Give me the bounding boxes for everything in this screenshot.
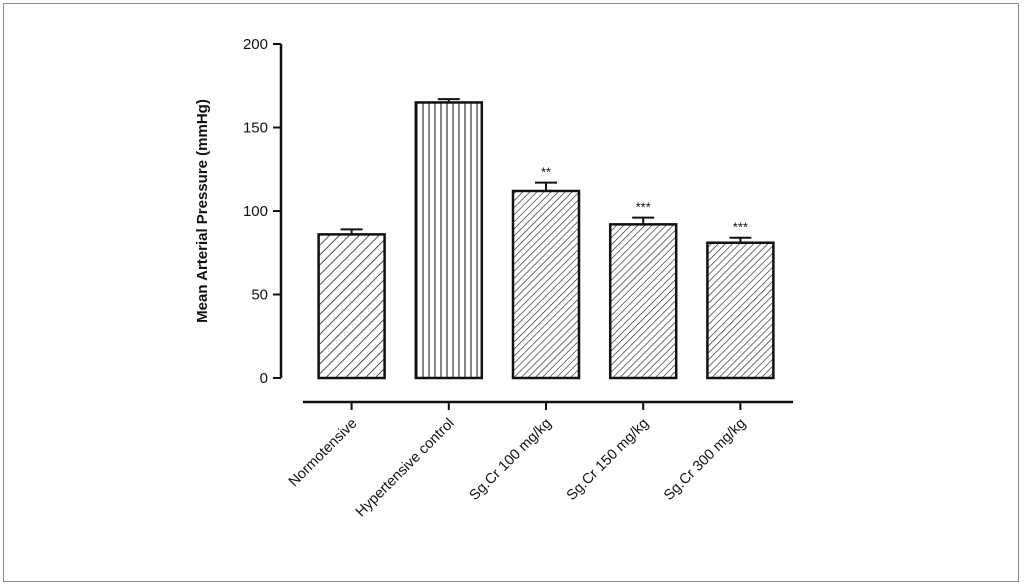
y-tick-label: 200	[243, 36, 268, 53]
x-tick-label: Normotensive	[286, 416, 361, 491]
significance-label: ***	[636, 200, 651, 215]
x-tick-label: Sg.Cr 150 mg/kg	[564, 416, 652, 504]
y-tick-label: 100	[243, 203, 268, 220]
bar	[608, 223, 678, 380]
x-tick-label: Hypertensive control	[353, 416, 458, 521]
significance-label: **	[541, 165, 551, 180]
axes: 0 50 100 150 200	[243, 36, 793, 410]
x-tick-label: Sg.Cr 100 mg/kg	[467, 416, 555, 504]
figure-frame	[3, 3, 1019, 582]
y-tick-label: 0	[260, 370, 268, 387]
bar	[511, 189, 581, 380]
x-tick-label: Sg.Cr 300 mg/kg	[661, 416, 749, 504]
y-axis-label: Mean Arterial Pressure (mmHg)	[194, 99, 211, 323]
y-tick-label: 150	[243, 120, 268, 137]
bar	[414, 101, 484, 380]
bars-group	[317, 98, 775, 380]
bar	[317, 233, 386, 380]
y-tick-label: 50	[251, 287, 268, 304]
significance-label: ***	[733, 220, 748, 235]
bar	[706, 241, 775, 380]
